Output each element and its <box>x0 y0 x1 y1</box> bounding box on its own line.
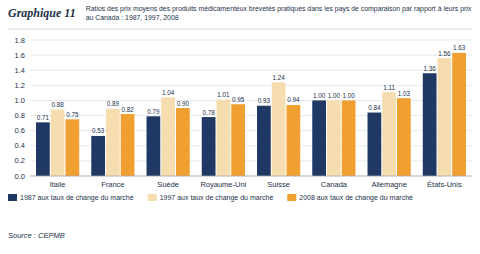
data-label: 0.93 <box>258 97 271 104</box>
title-rule <box>8 29 472 30</box>
y-tick-label: 0.0 <box>15 172 25 181</box>
bar <box>452 53 466 176</box>
subtitle-line: au Canada : 1987, 1997, 2008 <box>86 14 179 21</box>
grid-line <box>30 55 472 56</box>
data-label: 0.53 <box>92 127 105 134</box>
data-label: 0.94 <box>287 96 300 103</box>
legend: 1987 aux taux de change du marché 1997 au… <box>8 194 413 202</box>
y-tick-label: 1.0 <box>15 96 25 105</box>
data-label: 1.11 <box>383 84 395 91</box>
legend-label: 2008 aux taux de change du marché <box>299 194 413 202</box>
x-tick-label: Canada <box>321 180 348 189</box>
data-label: 1.00 <box>313 92 326 99</box>
legend-swatch <box>148 194 157 201</box>
data-label: 1.24 <box>272 74 285 81</box>
data-label: 0.78 <box>203 109 216 116</box>
data-label: 0.79 <box>147 108 160 115</box>
x-tick-label: France <box>101 180 124 189</box>
y-tick-label: 1.4 <box>15 66 25 75</box>
subtitle-line: Ratios des prix moyens des produits médi… <box>86 5 472 13</box>
y-tick-label: 1.8 <box>15 36 25 45</box>
data-label: 0.84 <box>368 104 381 111</box>
y-tick-label: 1.2 <box>15 81 25 90</box>
data-label: 1.36 <box>424 65 437 72</box>
data-label: 1.63 <box>453 44 466 51</box>
data-label: 1.04 <box>162 89 175 96</box>
legend-label: 1997 aux taux de change du marché <box>160 194 274 202</box>
bar <box>217 100 231 176</box>
legend-label: 1987 aux taux de change du marché <box>20 194 134 202</box>
bar <box>202 117 216 176</box>
y-tick-label: 0.2 <box>15 156 25 165</box>
y-tick-label: 1.6 <box>15 51 25 60</box>
x-tick-label: Allemagne <box>371 180 406 189</box>
subtitle: Ratios des prix moyens des produits médi… <box>86 5 472 21</box>
chart: Graphique 11 Ratios des prix moyens des p… <box>0 0 480 254</box>
bar <box>147 116 161 176</box>
source: Source : CEPMB <box>8 231 65 240</box>
bar <box>257 106 271 176</box>
bar <box>312 100 326 176</box>
legend-swatch <box>287 194 296 201</box>
data-label: 0.90 <box>177 100 190 107</box>
bar <box>36 122 50 176</box>
data-label: 1.00 <box>342 92 355 99</box>
bar <box>397 98 411 176</box>
y-tick-label: 0.8 <box>15 111 25 120</box>
bar <box>121 114 135 176</box>
x-tick-label: Royaume-Uni <box>200 180 246 189</box>
grid-line <box>30 176 472 177</box>
x-tick-label: Italie <box>50 180 66 189</box>
bar <box>231 104 245 176</box>
title: Graphique 11 <box>8 6 76 20</box>
bar <box>272 82 286 176</box>
bar <box>382 92 396 176</box>
bar <box>176 108 190 176</box>
y-tick-label: 0.6 <box>15 126 25 135</box>
data-label: 0.95 <box>232 96 245 103</box>
bar <box>65 119 79 176</box>
y-axis: 0.0 0.2 0.4 0.6 0.8 1.0 1.2 1.4 1.6 1.8 <box>15 36 472 181</box>
data-label: 1.00 <box>328 92 341 99</box>
bar <box>368 113 382 176</box>
data-label: 1.56 <box>438 50 451 57</box>
data-label: 0.82 <box>121 106 134 113</box>
bar <box>91 136 105 176</box>
grid-line <box>30 70 472 71</box>
bar <box>423 73 437 176</box>
data-label: 1.03 <box>398 90 411 97</box>
data-labels: 0.71 0.53 0.79 0.78 0.93 1.00 0.84 1.36 0.88 0.89… <box>37 44 466 134</box>
data-label: 1.01 <box>217 91 230 98</box>
x-axis-line <box>30 176 472 177</box>
legend-swatch <box>8 194 17 201</box>
x-tick-label: Suisse <box>267 180 290 189</box>
bar <box>342 100 356 176</box>
bar <box>161 97 175 176</box>
grid-line <box>30 85 472 86</box>
x-tick-label: États-Unis <box>427 180 462 189</box>
x-tick-label: Suède <box>157 180 179 189</box>
x-axis: Italie France Suède Royaume-Uni Suisse Canada… <box>50 180 462 189</box>
data-label: 0.88 <box>51 101 64 108</box>
data-label: 0.71 <box>37 114 50 121</box>
bar <box>106 109 120 176</box>
data-label: 0.89 <box>107 100 120 107</box>
grid-line <box>30 40 472 41</box>
bars <box>36 53 466 176</box>
data-label: 0.75 <box>66 111 79 118</box>
bar <box>286 105 300 176</box>
bar <box>51 110 65 176</box>
bar <box>438 58 452 176</box>
bar <box>327 100 341 176</box>
y-tick-label: 0.4 <box>15 141 25 150</box>
